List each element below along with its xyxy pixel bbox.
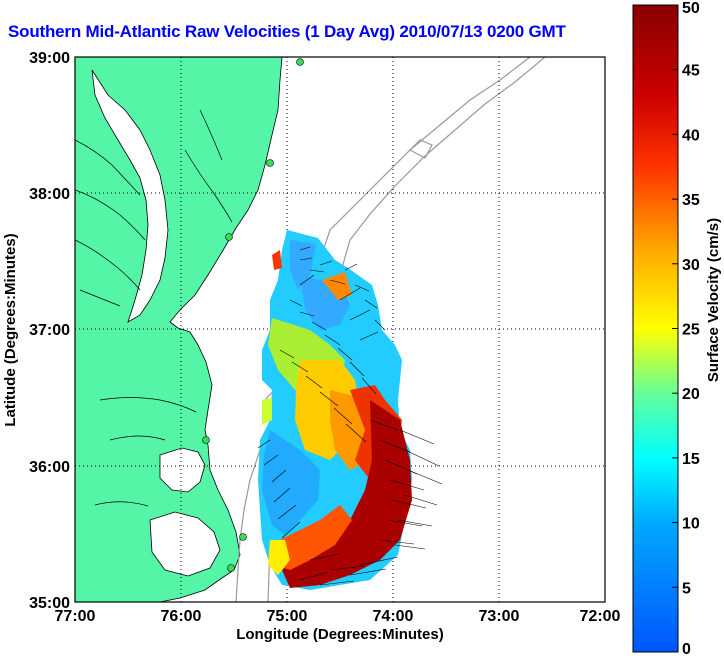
colorbar-tick-label: 25 xyxy=(682,322,700,339)
x-tick-label: 76:00 xyxy=(161,608,202,625)
colorbar-tick-label: 45 xyxy=(682,63,700,80)
colorbar-scale xyxy=(632,4,679,653)
colorbar-tick-label: 5 xyxy=(682,580,691,597)
colorbar-tick-label: 15 xyxy=(682,451,700,468)
plot-frame xyxy=(74,56,606,603)
y-axis: 39:00 38:00 37:00 36:00 35:00 Latitude (… xyxy=(2,50,70,612)
land-mass xyxy=(75,57,283,602)
colorbar-tick-label: 10 xyxy=(682,516,700,533)
colorbar-tick-label: 50 xyxy=(682,0,700,17)
y-axis-label: Latitude (Degrees:Minutes) xyxy=(2,233,19,426)
river-lines xyxy=(75,109,233,507)
colorbar-tick-label: 20 xyxy=(682,386,700,403)
x-tick-label: 77:00 xyxy=(55,608,96,625)
x-tick-label: 73:00 xyxy=(479,608,520,625)
velocity-field xyxy=(257,230,443,590)
sound-water xyxy=(159,447,206,493)
x-tick-label: 75:00 xyxy=(267,608,308,625)
x-axis: 77:00 76:00 75:00 74:00 73:00 72:00 Long… xyxy=(55,608,621,643)
station-markers xyxy=(202,58,304,572)
colorbar-label: Surface Velocity (cm/s) xyxy=(705,218,722,382)
x-axis-label: Longitude (Degrees:Minutes) xyxy=(236,626,444,643)
colorbar-tick-label: 40 xyxy=(682,127,700,144)
x-tick-label: 74:00 xyxy=(373,608,414,625)
x-tick-label: 72:00 xyxy=(580,608,621,625)
y-tick-label: 37:00 xyxy=(29,322,70,339)
colorbar-tick-label: 35 xyxy=(682,192,700,209)
map-title: Southern Mid-Atlantic Raw Velocities (1 … xyxy=(8,22,566,41)
y-tick-label: 38:00 xyxy=(29,186,70,203)
colorbar-tick-label: 30 xyxy=(682,257,700,274)
y-tick-label: 39:00 xyxy=(29,50,70,67)
y-tick-label: 36:00 xyxy=(29,459,70,476)
y-tick-label: 35:00 xyxy=(29,595,70,612)
bay-water xyxy=(91,69,169,323)
sound-water-south xyxy=(149,511,221,577)
colorbar-tick-label: 0 xyxy=(682,641,691,658)
